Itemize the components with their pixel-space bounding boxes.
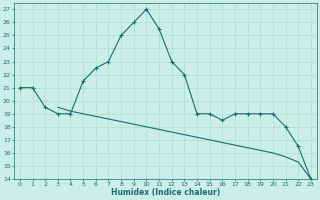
X-axis label: Humidex (Indice chaleur): Humidex (Indice chaleur) xyxy=(111,188,220,197)
